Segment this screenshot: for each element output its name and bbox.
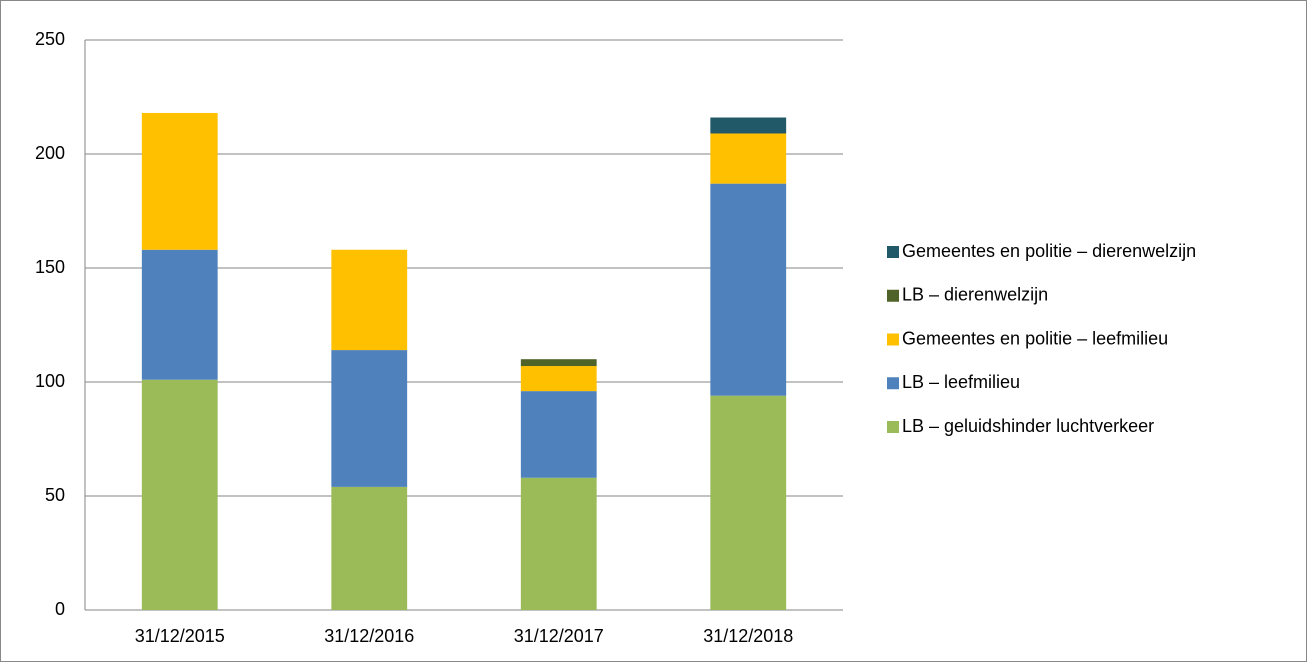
y-tick-label: 100 bbox=[35, 371, 65, 391]
legend-label: LB – leefmilieu bbox=[902, 372, 1020, 392]
y-tick-label: 0 bbox=[55, 599, 65, 619]
legend-swatch bbox=[887, 246, 899, 258]
x-tick-label: 31/12/2017 bbox=[514, 626, 604, 646]
x-tick-label: 31/12/2015 bbox=[135, 626, 225, 646]
legend-label: LB – dierenwelzijn bbox=[902, 285, 1048, 305]
legend-label: Gemeentes en politie – dierenwelzijn bbox=[902, 241, 1196, 261]
legend-swatch bbox=[887, 289, 899, 302]
bar-segment bbox=[520, 391, 597, 478]
bar-segment bbox=[331, 486, 408, 610]
x-tick-label: 31/12/2018 bbox=[703, 626, 793, 646]
bar-segment bbox=[331, 249, 408, 351]
bar-segment bbox=[331, 350, 408, 487]
bar-segment bbox=[710, 133, 787, 184]
bar-segment bbox=[710, 117, 787, 134]
bar-segment bbox=[710, 183, 787, 396]
y-tick-label: 250 bbox=[35, 29, 65, 49]
legend-swatch bbox=[887, 377, 899, 390]
bar-segment bbox=[520, 477, 597, 610]
bar-segment bbox=[141, 249, 218, 380]
bar-segment bbox=[520, 359, 597, 367]
y-tick-label: 50 bbox=[45, 485, 65, 505]
bar-segment bbox=[710, 395, 787, 610]
legend-swatch bbox=[887, 421, 899, 433]
bar-segment bbox=[141, 379, 218, 610]
legend-swatch bbox=[887, 333, 899, 346]
y-tick-label: 150 bbox=[35, 257, 65, 277]
bar-segment bbox=[141, 112, 218, 250]
y-tick-label: 200 bbox=[35, 143, 65, 163]
bar-segment bbox=[520, 366, 597, 392]
x-tick-label: 31/12/2016 bbox=[324, 626, 414, 646]
legend-label: Gemeentes en politie – leefmilieu bbox=[902, 328, 1168, 348]
legend-label: LB – geluidshinder luchtverkeer bbox=[902, 416, 1154, 436]
